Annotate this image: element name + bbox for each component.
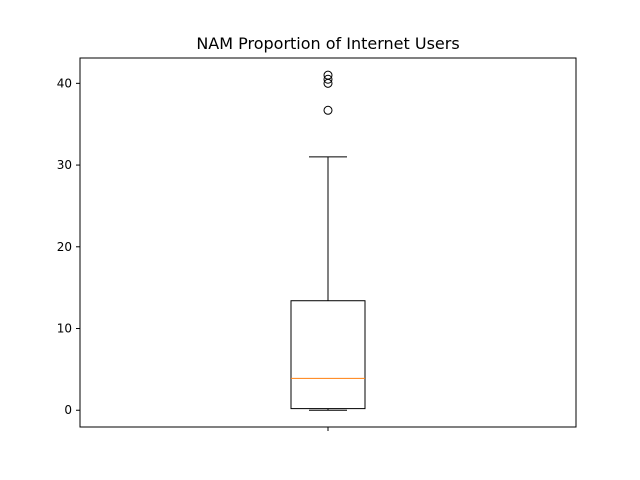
outlier-point (323, 70, 333, 80)
chart-title: NAM Proportion of Internet Users (196, 34, 459, 53)
y-tick-label: 40 (57, 76, 72, 90)
y-tick-label: 20 (57, 240, 72, 254)
outlier-point (323, 74, 333, 84)
iqr-box (290, 300, 366, 410)
outlier-point (323, 105, 333, 115)
y-tick-label: 10 (57, 322, 72, 336)
y-tick-label: 30 (57, 158, 72, 172)
plot-area: 0 10 20 30 40 (57, 57, 577, 431)
y-tick-label: 0 (64, 403, 72, 417)
